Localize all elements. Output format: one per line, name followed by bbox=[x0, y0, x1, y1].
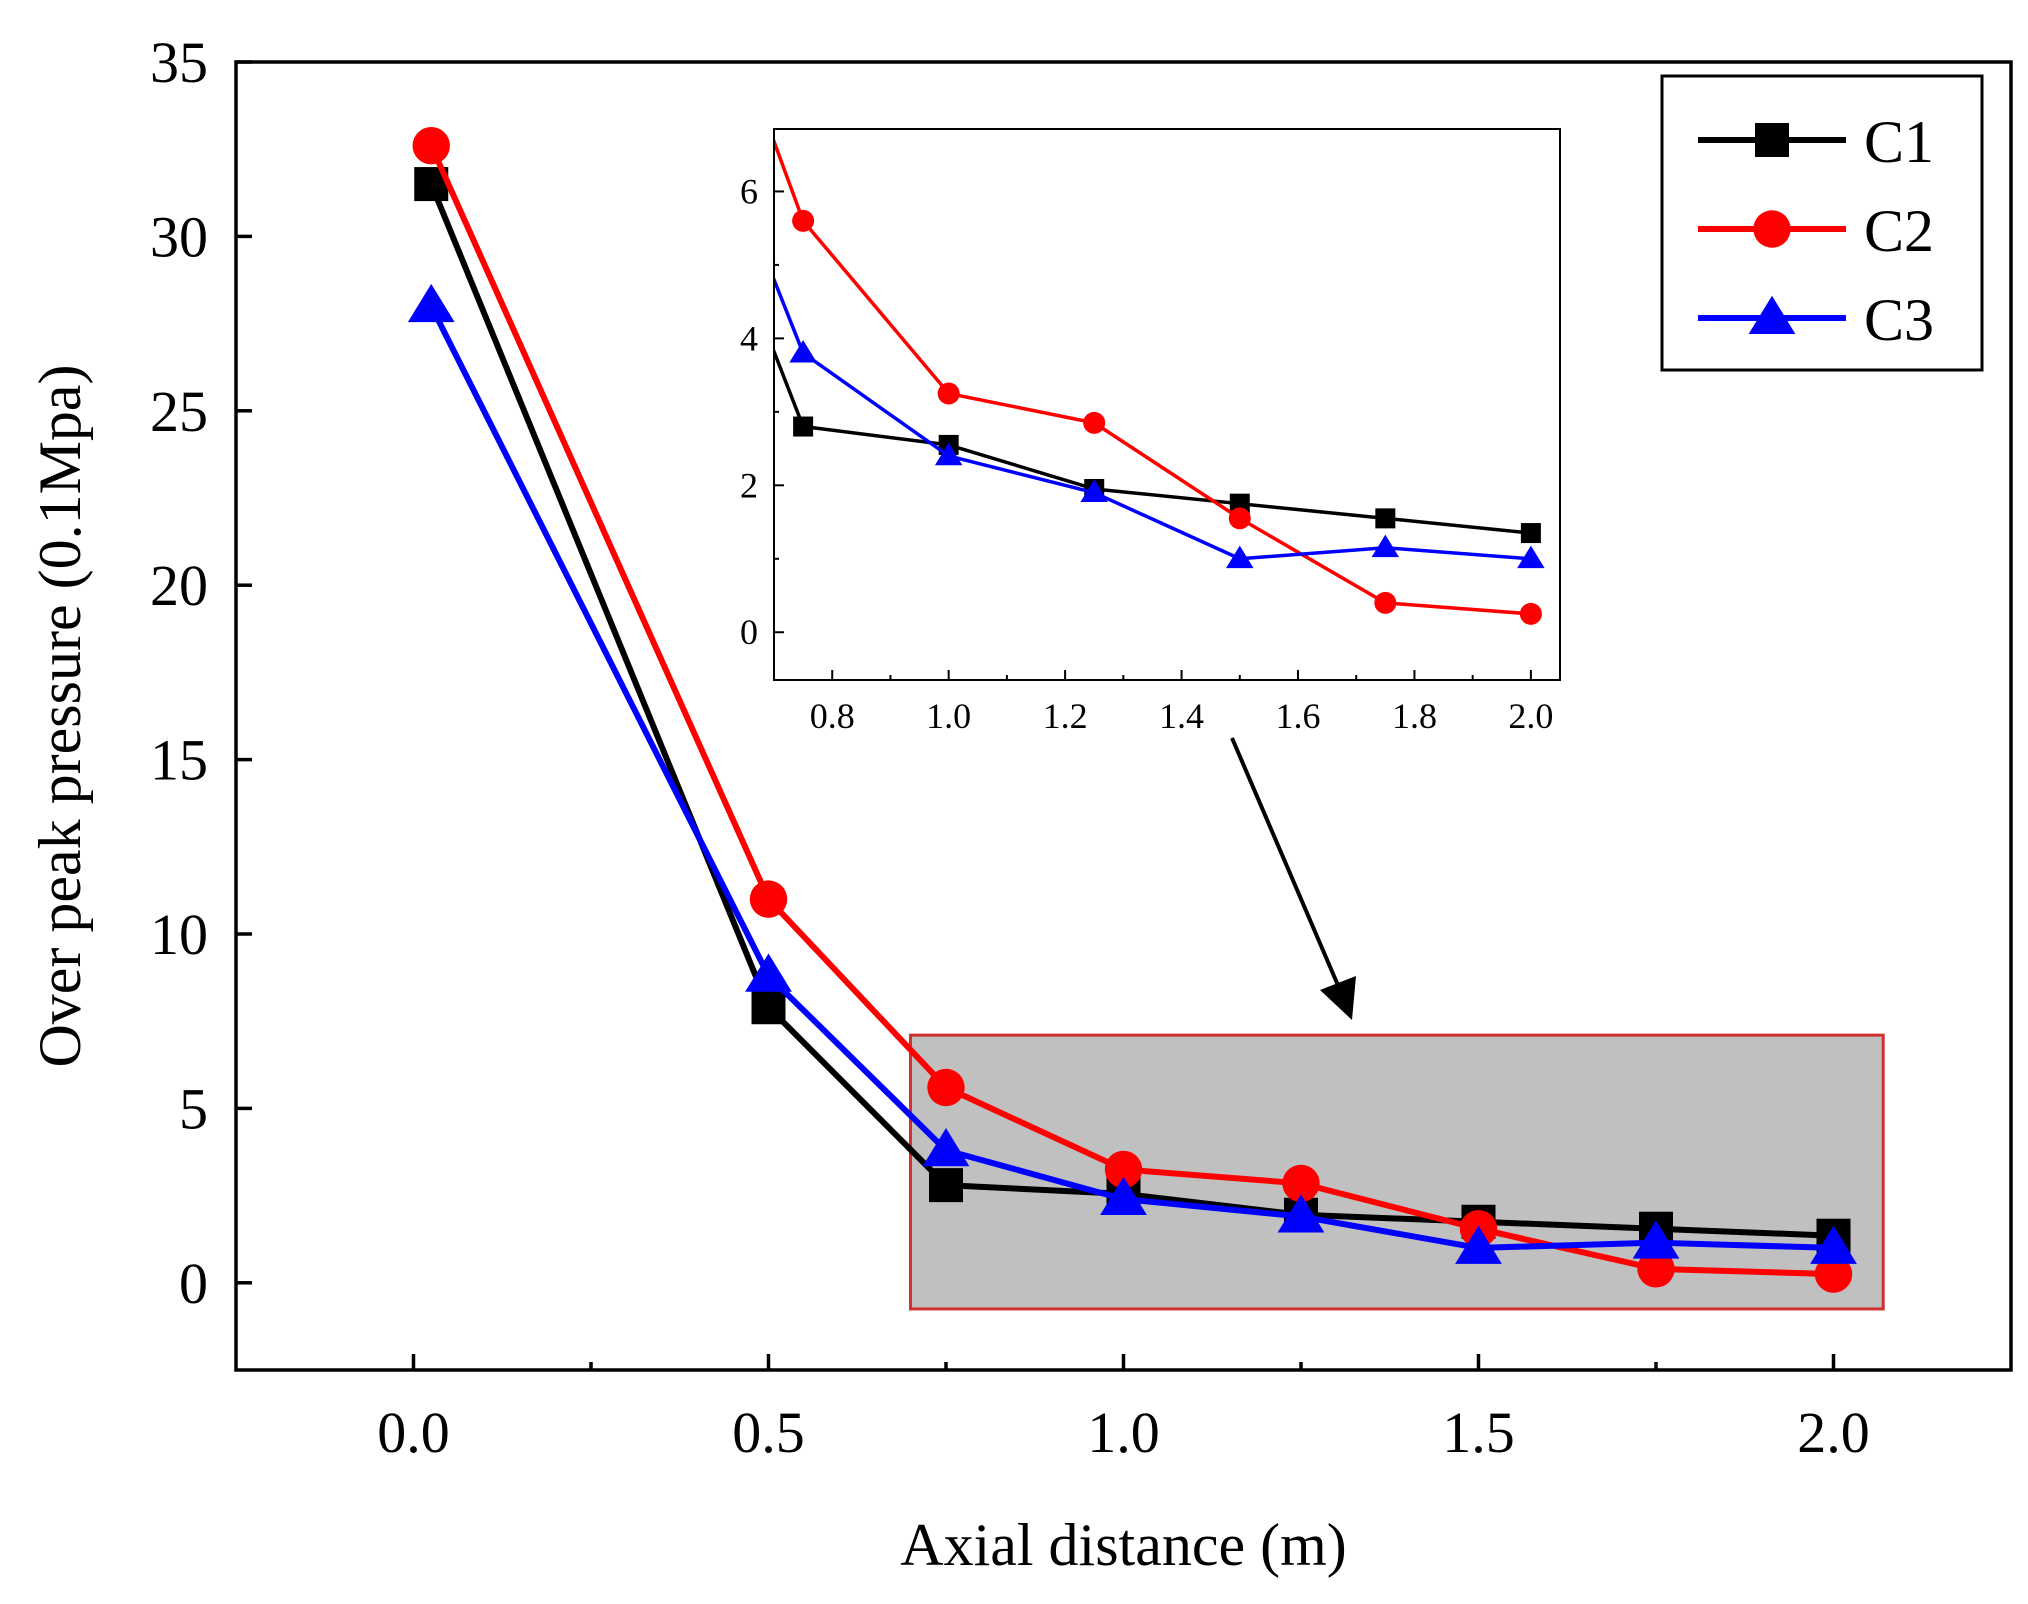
main-y-tick-label: 35 bbox=[150, 30, 208, 95]
zoom-arrow-head bbox=[1320, 976, 1356, 1020]
inset-point-c1 bbox=[1375, 508, 1396, 529]
main-point-c2 bbox=[1637, 1250, 1675, 1288]
legend-marker-c3 bbox=[1748, 295, 1796, 334]
inset-x-tick-label: 0.8 bbox=[810, 696, 855, 736]
inset-x-tick-label: 1.8 bbox=[1392, 696, 1437, 736]
inset-background bbox=[774, 129, 1560, 680]
main-point-c3 bbox=[745, 953, 792, 992]
legend: C1 C2 C3 bbox=[1660, 74, 1984, 372]
main-point-c2 bbox=[1104, 1150, 1143, 1189]
inset-x-tick-label: 2.0 bbox=[1508, 696, 1553, 736]
zoom-region-box bbox=[909, 1033, 1885, 1311]
main-y-tick-label: 25 bbox=[150, 379, 208, 444]
main-x-tick-label: 1.0 bbox=[1087, 1400, 1160, 1465]
main-point-c2 bbox=[1282, 1164, 1320, 1203]
inset-y-tick-label: 4 bbox=[740, 318, 758, 358]
main-point-c3 bbox=[1810, 1225, 1857, 1264]
main-line-c1 bbox=[428, 182, 1834, 1239]
inset-point-c2 bbox=[1519, 602, 1542, 625]
legend-entry-c2: C2 bbox=[1698, 198, 1934, 264]
main-point-c3 bbox=[1100, 1176, 1147, 1216]
inset-series-c2 bbox=[774, 136, 1542, 625]
main-point-c2 bbox=[412, 127, 450, 165]
inset-x-tick-label: 1.6 bbox=[1276, 696, 1321, 736]
main-point-c1 bbox=[751, 990, 786, 1025]
inset-point-c2 bbox=[1083, 411, 1106, 434]
legend-entry-c1: C1 bbox=[1698, 109, 1934, 175]
main-line-c2 bbox=[428, 144, 1834, 1278]
inset-frame bbox=[773, 128, 1561, 681]
inset-line-c2 bbox=[774, 136, 1532, 616]
main-x-tick-label: 1.5 bbox=[1442, 1400, 1515, 1465]
inset-point-c3 bbox=[934, 442, 963, 466]
inset-point-c2 bbox=[937, 382, 960, 405]
inset-point-c3 bbox=[1226, 545, 1254, 569]
inset-point-c1 bbox=[793, 416, 814, 437]
main-line-c3 bbox=[428, 304, 1834, 1251]
main-y-tick-label: 20 bbox=[150, 553, 208, 618]
x-axis-label: Axial distance (m) bbox=[900, 1512, 1347, 1578]
inset-point-c1 bbox=[1520, 523, 1541, 544]
inset-point-c3 bbox=[1371, 534, 1400, 558]
legend-label-c3: C3 bbox=[1864, 287, 1934, 353]
inset-point-c2 bbox=[1374, 591, 1397, 614]
main-point-c3 bbox=[1632, 1220, 1680, 1259]
legend-label-c2: C2 bbox=[1864, 198, 1934, 264]
main-y-tick-label: 5 bbox=[179, 1076, 208, 1141]
main-y-tick-label: 10 bbox=[150, 902, 208, 967]
legend-marker-c2 bbox=[1753, 210, 1791, 248]
inset-y-tick-label: 2 bbox=[740, 465, 758, 505]
inset-plot: 0.8 1.0 1.2 1.4 1.6 1.8 2.0 0 2 4 6 bbox=[740, 128, 1561, 736]
inset-point-c3 bbox=[1517, 545, 1545, 569]
inset-x-tick-label: 1.4 bbox=[1159, 696, 1204, 736]
main-y-tick-label: 0 bbox=[179, 1251, 208, 1316]
main-y-tick-label: 15 bbox=[150, 728, 208, 793]
legend-marker-c1 bbox=[1755, 123, 1789, 157]
inset-point-c2 bbox=[1228, 507, 1251, 530]
main-point-c3 bbox=[922, 1127, 970, 1167]
main-point-c1 bbox=[929, 1168, 963, 1203]
zoom-arrow bbox=[1230, 737, 1356, 1020]
inset-x-tick-label: 1.0 bbox=[926, 696, 971, 736]
main-point-c3 bbox=[407, 283, 455, 323]
main-x-tick-label: 0.5 bbox=[732, 1400, 805, 1465]
inset-point-c2 bbox=[792, 209, 815, 232]
inset-line-c3 bbox=[774, 274, 1532, 561]
inset-series-c3 bbox=[774, 274, 1545, 569]
main-point-c2 bbox=[1814, 1255, 1853, 1293]
inset-y-tick-label: 0 bbox=[740, 612, 758, 652]
main-x-tick-label: 2.0 bbox=[1797, 1400, 1870, 1465]
legend-entry-c3: C3 bbox=[1698, 287, 1934, 353]
inset-y-tick-label: 6 bbox=[740, 171, 758, 211]
inset-point-c3 bbox=[1080, 479, 1108, 503]
inset-point-c3 bbox=[789, 339, 817, 363]
zoom-arrow-shaft bbox=[1230, 737, 1342, 991]
y-axis-label: Over peak pressure (0.1Mpa) bbox=[27, 364, 93, 1067]
main-x-tick-label: 0.0 bbox=[377, 1400, 450, 1465]
main-y-tick-label: 30 bbox=[150, 204, 208, 269]
main-series-c3 bbox=[407, 283, 1857, 1264]
main-point-c3 bbox=[1455, 1225, 1502, 1264]
inset-x-tick-label: 1.2 bbox=[1043, 696, 1088, 736]
legend-label-c1: C1 bbox=[1864, 109, 1934, 175]
main-point-c3 bbox=[1277, 1194, 1325, 1233]
inset-line-c1 bbox=[774, 346, 1532, 535]
main-point-c2 bbox=[927, 1068, 965, 1107]
main-point-c2 bbox=[749, 880, 788, 918]
